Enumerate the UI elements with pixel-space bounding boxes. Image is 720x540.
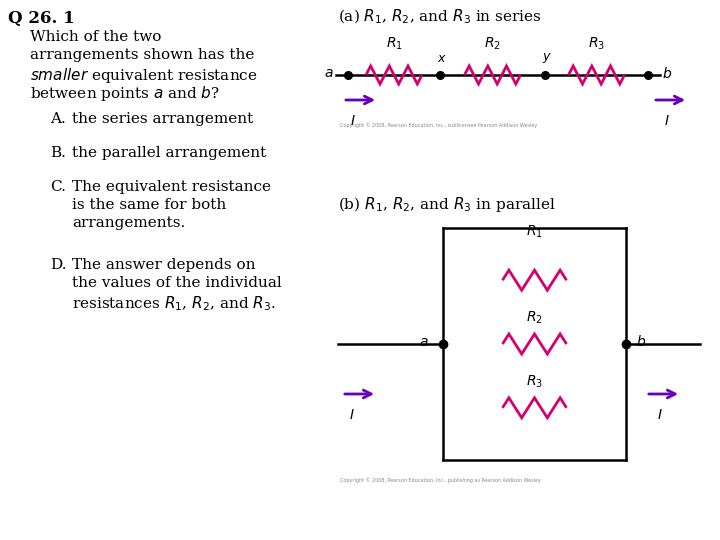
- Text: The answer depends on: The answer depends on: [72, 258, 256, 272]
- Text: Copyright © 2008, Pearson Education, Inc., publishing as Pearson Addison Wesley: Copyright © 2008, Pearson Education, Inc…: [340, 477, 541, 483]
- Text: $I$: $I$: [664, 114, 670, 128]
- Text: $R_1$: $R_1$: [385, 36, 402, 52]
- Text: Q 26. 1: Q 26. 1: [8, 10, 75, 27]
- Text: $\it{smaller}$ equivalent resistance: $\it{smaller}$ equivalent resistance: [30, 66, 258, 85]
- Text: $R_3$: $R_3$: [526, 373, 543, 390]
- Text: is the same for both: is the same for both: [72, 198, 226, 212]
- Text: $I$: $I$: [349, 408, 355, 422]
- Text: the parallel arrangement: the parallel arrangement: [72, 146, 266, 160]
- Text: $R_2$: $R_2$: [484, 36, 501, 52]
- Text: $R_3$: $R_3$: [588, 36, 605, 52]
- Text: $b$: $b$: [662, 65, 672, 80]
- Text: $I$: $I$: [350, 114, 356, 128]
- Text: (a) $R_1$, $R_2$, and $R_3$ in series: (a) $R_1$, $R_2$, and $R_3$ in series: [338, 8, 541, 26]
- Text: A.: A.: [50, 112, 66, 126]
- Text: $a$: $a$: [420, 335, 429, 349]
- Text: B.: B.: [50, 146, 66, 160]
- Text: D.: D.: [50, 258, 66, 272]
- Text: $I$: $I$: [657, 408, 663, 422]
- Text: the series arrangement: the series arrangement: [72, 112, 253, 126]
- Text: $R_1$: $R_1$: [526, 224, 543, 240]
- Text: $y$: $y$: [542, 51, 552, 65]
- Text: C.: C.: [50, 180, 66, 194]
- Text: resistances $R_1$, $R_2$, and $R_3$.: resistances $R_1$, $R_2$, and $R_3$.: [72, 294, 276, 313]
- Text: arrangements shown has the: arrangements shown has the: [30, 48, 254, 62]
- Text: The equivalent resistance: The equivalent resistance: [72, 180, 271, 194]
- Text: Which of the two: Which of the two: [30, 30, 161, 44]
- Text: Copyright © 2008, Pearson Education, Inc., sublicensee Pearson Addison Wesley: Copyright © 2008, Pearson Education, Inc…: [340, 122, 537, 127]
- Text: $b$: $b$: [636, 334, 646, 349]
- Text: $x$: $x$: [437, 52, 447, 65]
- Text: arrangements.: arrangements.: [72, 216, 185, 230]
- Text: $a$: $a$: [325, 66, 334, 80]
- Text: (b) $R_1$, $R_2$, and $R_3$ in parallel: (b) $R_1$, $R_2$, and $R_3$ in parallel: [338, 195, 556, 214]
- Text: between points $\it{a}$ and $\it{b}$?: between points $\it{a}$ and $\it{b}$?: [30, 84, 220, 103]
- Text: $R_2$: $R_2$: [526, 309, 543, 326]
- Text: the values of the individual: the values of the individual: [72, 276, 282, 290]
